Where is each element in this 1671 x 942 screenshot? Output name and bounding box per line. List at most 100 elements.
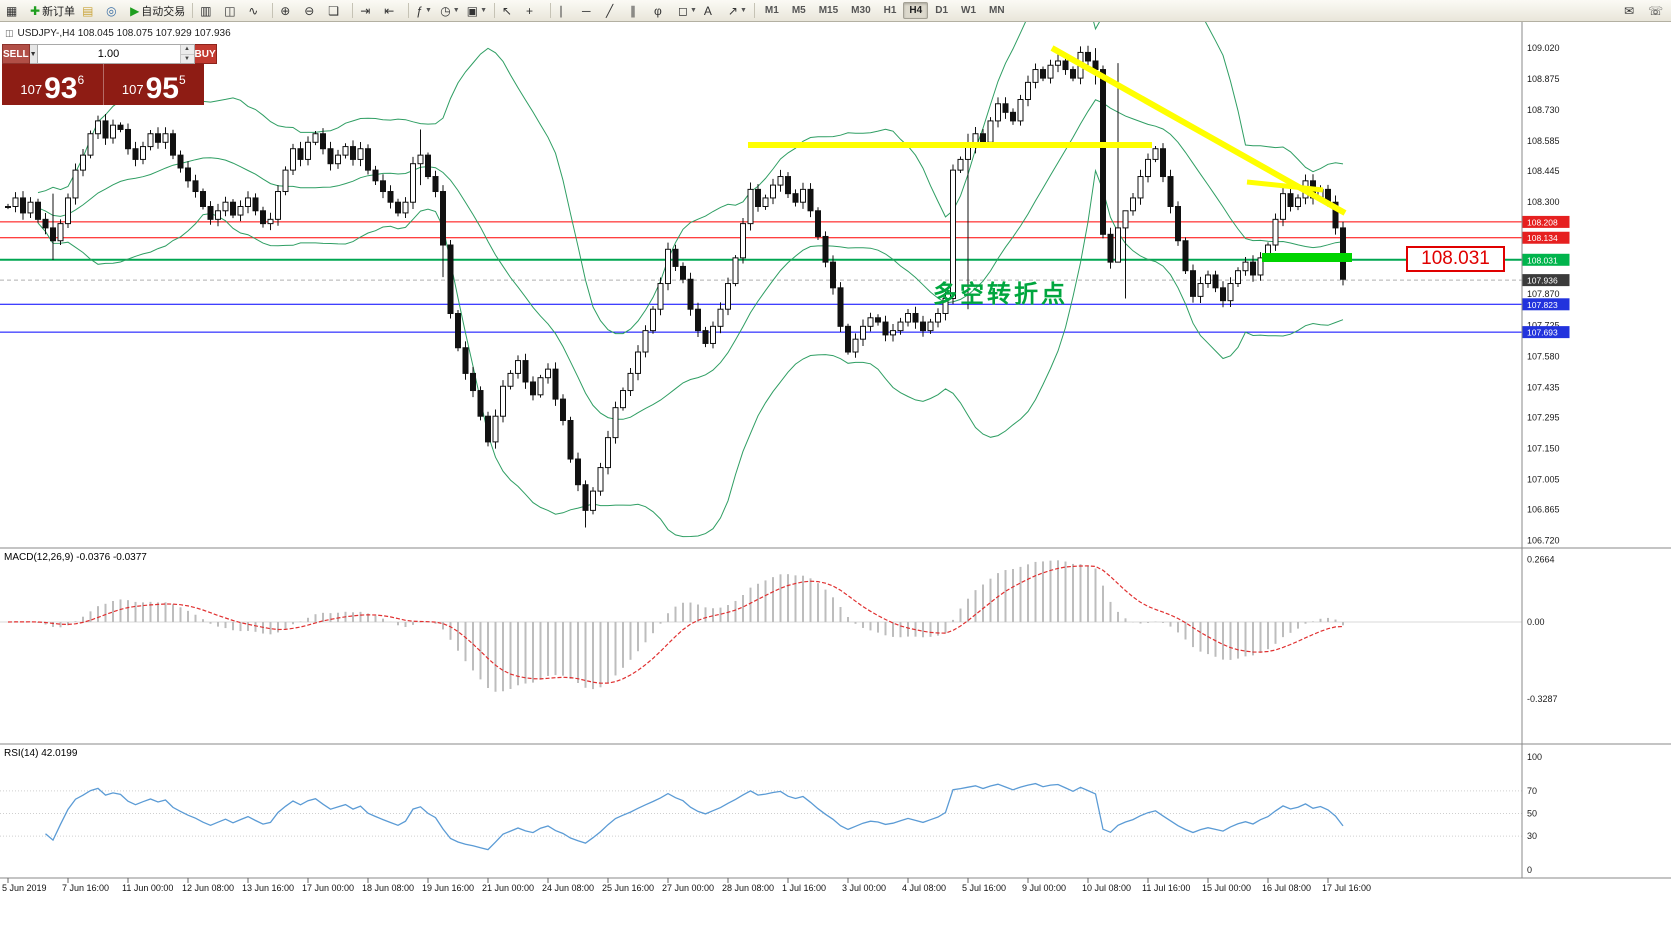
arrow-tools-button[interactable]: ↗ ▼: [725, 1, 750, 21]
chart-profile-icon: ▤: [82, 3, 94, 18]
new-chart-button[interactable]: ▦: [3, 1, 26, 21]
timeframe-M30[interactable]: M30: [851, 5, 871, 16]
ohlc-text: USDJPY-,H4 108.045 108.075 107.929 107.9…: [17, 28, 231, 39]
price-level-lines: [0, 221, 1522, 333]
svg-text:108.730: 108.730: [1527, 105, 1560, 115]
bar-chart-button[interactable]: ▥: [197, 1, 220, 21]
buy-price-pip: 5: [178, 73, 186, 87]
candles: [5, 45, 1346, 528]
svg-text:108.300: 108.300: [1527, 197, 1560, 207]
svg-text:21 Jun 00:00: 21 Jun 00:00: [482, 883, 534, 893]
chevron-down-icon: ▼: [739, 7, 747, 14]
new-order-button[interactable]: ✚ 新订单: [27, 1, 78, 21]
tile-windows-button[interactable]: ❏: [325, 1, 348, 21]
svg-text:108.208: 108.208: [1527, 217, 1558, 227]
toolbar: ▦ ✚ 新订单 ▤ ◎ ▶ 自动交易 ▥ ◫ ∿ ⊕ ⊖ ❏ ⇥ ⇤ ƒ ▼ ◷ ▼ ▣ ▼ ↖ + ∣ ─ ╱ ∥ φ ◻ ▼ A ↗ ▼ M1…: [0, 0, 1671, 22]
candlestick-chart-button[interactable]: ◫: [221, 1, 244, 21]
vertical-line-icon: ∣: [558, 3, 564, 18]
sell-price-panel[interactable]: 107 93 6: [2, 64, 103, 105]
arrow-tools-icon: ↗: [727, 3, 738, 18]
candlestick-chart-icon: ◫: [224, 3, 236, 18]
new-chart-icon: ▦: [6, 3, 18, 18]
order-options-button[interactable]: ▼: [29, 44, 38, 64]
timeframe-H4[interactable]: H4: [903, 2, 929, 19]
svg-text:108.445: 108.445: [1527, 166, 1560, 176]
svg-text:107.693: 107.693: [1527, 328, 1558, 338]
periods-button[interactable]: ◷ ▼: [437, 1, 462, 21]
svg-text:0.2664: 0.2664: [1527, 554, 1555, 564]
auto-scroll-icon: ⇥: [360, 3, 371, 18]
chevron-down-icon: ▼: [452, 7, 460, 14]
auto-scroll-button[interactable]: ⇥: [357, 1, 380, 21]
drawn-objects[interactable]: [748, 45, 1352, 262]
timeframe-MN[interactable]: MN: [989, 5, 1005, 16]
chart-profile-button[interactable]: ▤: [79, 1, 102, 21]
cursor-button[interactable]: ↖: [499, 1, 522, 21]
timeframe-D1[interactable]: D1: [935, 5, 949, 16]
svg-text:70: 70: [1527, 786, 1537, 796]
fibonacci-button[interactable]: φ: [651, 1, 674, 21]
crosshair-button[interactable]: +: [523, 1, 546, 21]
zoom-out-icon: ⊖: [304, 3, 315, 18]
toolbar-separator: [550, 3, 551, 18]
svg-text:106.865: 106.865: [1527, 504, 1560, 514]
svg-text:30: 30: [1527, 831, 1537, 841]
buy-price-panel[interactable]: 107 95 5: [102, 64, 205, 105]
volume-up-button[interactable]: ▲: [180, 45, 194, 54]
zoom-out-button[interactable]: ⊖: [301, 1, 324, 21]
price-scale: 109.020 108.875 108.730 108.585 108.445 108.3…: [1521, 22, 1570, 878]
strategy-tester-button[interactable]: ◎: [103, 1, 126, 21]
buy-button[interactable]: BUY: [194, 44, 217, 64]
svg-text:17 Jul 16:00: 17 Jul 16:00: [1322, 883, 1371, 893]
volume-down-button[interactable]: ▼: [180, 53, 194, 63]
autotrading-button[interactable]: ▶ 自动交易: [127, 1, 188, 21]
volume-input[interactable]: [37, 45, 180, 63]
bar-chart-icon: ▥: [200, 3, 212, 18]
community-button[interactable]: ☏: [1645, 1, 1668, 21]
chevron-down-icon: ▼: [480, 7, 487, 14]
shapes-button[interactable]: ◻ ▼: [675, 1, 700, 21]
svg-text:107.823: 107.823: [1527, 300, 1558, 310]
svg-text:10 Jul 08:00: 10 Jul 08:00: [1082, 883, 1131, 893]
line-chart-button[interactable]: ∿: [245, 1, 268, 21]
chart-shift-button[interactable]: ⇤: [381, 1, 404, 21]
chart-canvas[interactable]: MACD(12,26,9) -0.0376 -0.0377 RSI(14) 42.…: [0, 22, 1671, 942]
new-order-button-label: 新订单: [42, 5, 76, 18]
sell-price-big: 93: [44, 71, 78, 105]
annotation-text: 多空转折点: [933, 281, 1068, 308]
vertical-line-button[interactable]: ∣: [555, 1, 578, 21]
svg-text:109.020: 109.020: [1527, 43, 1560, 53]
svg-text:13 Jun 16:00: 13 Jun 16:00: [242, 883, 294, 893]
svg-text:0: 0: [1527, 865, 1532, 875]
timeframe-H1[interactable]: H1: [883, 5, 897, 16]
text-button[interactable]: A: [701, 1, 724, 21]
svg-text:RSI(14) 42.0199: RSI(14) 42.0199: [4, 748, 78, 759]
svg-text:9 Jul 00:00: 9 Jul 00:00: [1022, 883, 1066, 893]
svg-text:28 Jun 08:00: 28 Jun 08:00: [722, 883, 774, 893]
templates-button[interactable]: ▣ ▼: [464, 1, 490, 21]
price-callout: 108.031: [1406, 246, 1505, 272]
zoom-in-button[interactable]: ⊕: [277, 1, 300, 21]
timeframe-W1[interactable]: W1: [961, 5, 977, 16]
chart-ohlc-title: ◫ USDJPY-,H4 108.045 108.075 107.929 107…: [5, 28, 231, 39]
toolbar-separator: [753, 3, 755, 18]
svg-text:107.870: 107.870: [1527, 289, 1560, 299]
indicators-button[interactable]: ƒ ▼: [413, 1, 436, 21]
one-click-trading-panel: SELL ▼ ▲ ▼ BUY 107 93 6 107: [2, 44, 217, 105]
crosshair-icon: +: [526, 3, 534, 18]
horizontal-line-button[interactable]: ─: [579, 1, 602, 21]
trendline-button[interactable]: ╱: [603, 1, 626, 21]
sell-button[interactable]: SELL: [2, 44, 30, 64]
svg-text:-0.3287: -0.3287: [1527, 694, 1558, 704]
timeframe-M1[interactable]: M1: [764, 5, 779, 16]
chat-button[interactable]: ✉: [1621, 1, 1644, 21]
timeframe-M15[interactable]: M15: [818, 5, 839, 16]
svg-text:3 Jul 00:00: 3 Jul 00:00: [842, 883, 886, 893]
tile-windows-icon: ❏: [328, 3, 340, 18]
svg-text:16 Jul 08:00: 16 Jul 08:00: [1262, 883, 1311, 893]
channel-button[interactable]: ∥: [627, 1, 650, 21]
chart-area: MACD(12,26,9) -0.0376 -0.0377 RSI(14) 42.…: [0, 22, 1671, 942]
timeframe-M5[interactable]: M5: [791, 5, 806, 16]
sell-price-pip: 6: [77, 73, 85, 87]
new-order-icon: ✚: [30, 3, 41, 18]
